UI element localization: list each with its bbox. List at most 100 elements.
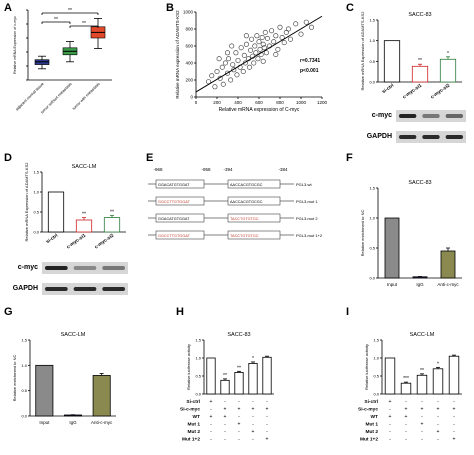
e-construct-name: PGL3-wt: [296, 182, 312, 187]
c-blot-band-cmyc: [399, 114, 417, 118]
i-bar: [416, 374, 428, 395]
h-table-cell: -: [238, 429, 240, 435]
c-bar: [383, 40, 401, 83]
b-scatter-point: [248, 47, 254, 53]
d-sig-label: **: [110, 210, 114, 216]
b-y-label: Relative mRNA expression of ADAMTS-KS2: [175, 10, 180, 99]
i-table-cell: +: [453, 407, 456, 413]
c-x-tick-label: c-myc-si1: [402, 83, 424, 101]
d-blot-band-gapdh: [73, 287, 97, 291]
c-blot-label-gapdh: GAPDH: [367, 133, 392, 140]
e-seq-2: TACCTGTGTGC: [230, 217, 259, 221]
d-y-tick-label: 1.5: [33, 170, 39, 175]
c-y-tick-label: 1.5: [369, 18, 375, 23]
c-y-tick-label: 1.0: [369, 38, 375, 43]
b-x-tick-label: 200: [213, 100, 221, 105]
i-table-cell: -: [437, 437, 439, 443]
panel-label-a: A: [4, 2, 12, 14]
b-x-tick-label: 1200: [317, 100, 328, 105]
h-table-cell: -: [210, 422, 212, 428]
b-scatter-point: [209, 73, 215, 79]
a-x-tick-label: tumor with metastasis: [72, 82, 101, 111]
h-table-cell: -: [266, 414, 268, 420]
b-scatter-point: [285, 26, 291, 32]
i-table-cell: -: [389, 429, 391, 435]
h-table-cell: -: [252, 399, 254, 405]
b-scatter-point: [260, 41, 266, 47]
a-y-label: Relative mRNA Expression of c-myc: [13, 16, 17, 74]
g-bar: [35, 364, 54, 417]
b-scatter-point: [251, 60, 257, 66]
h-table-cell: -: [252, 437, 254, 443]
b-scatter-point: [216, 56, 222, 62]
g-y-tick-label: 1.5: [21, 338, 27, 343]
b-scatter-point: [269, 28, 275, 34]
f-x-tick-label: IgG: [416, 282, 424, 287]
d-bar: [47, 191, 65, 233]
i-table-row-label: Si-c-myc: [358, 407, 378, 413]
i-y-label: Relative luciferase activity: [364, 344, 369, 390]
f-y-tick-label: 0.0: [369, 276, 375, 281]
c-blot-label-cmyc: c-myc: [372, 112, 392, 119]
c-title: SACC-83: [408, 12, 431, 18]
b-x-tick-label: 1000: [296, 100, 307, 105]
i-table-cell: -: [437, 414, 439, 420]
c-x-tick-label: si-ctrl: [381, 83, 395, 95]
i-table-cell: -: [453, 414, 455, 420]
b-scatter-point: [249, 36, 255, 42]
i-table-cell: +: [405, 414, 408, 420]
g-title: SACC-LM: [61, 332, 86, 338]
c-sig-label: *: [447, 51, 449, 57]
b-scatter-point: [256, 39, 262, 45]
e-seq-1: GGACATGTGGAT: [158, 217, 190, 221]
d-x-tick-label: c-myc-si2: [94, 233, 116, 251]
i-table-cell: -: [437, 399, 439, 405]
i-table-cell: +: [437, 407, 440, 413]
e-position-label: -958: [201, 167, 211, 172]
c-sig-label: **: [418, 58, 422, 64]
h-sig-label: **: [237, 365, 241, 371]
c-blot-band-cmyc: [445, 114, 463, 118]
c-y-tick-label: 0.0: [369, 80, 375, 85]
b-x-tick-label: 0: [195, 100, 198, 105]
i-table-cell: -: [453, 399, 455, 405]
i-table-cell: -: [405, 429, 407, 435]
i-bar: [384, 357, 396, 395]
c-blot-band-gapdh: [445, 135, 463, 139]
h-table-cell: +: [266, 437, 269, 443]
b-scatter-point: [273, 51, 279, 57]
f-y-tick-label: 1.0: [369, 216, 375, 221]
h-y-tick-label: 1.5: [195, 338, 201, 343]
h-table-row-label: Si-ctrl: [186, 399, 200, 405]
g-bar: [92, 375, 111, 417]
c-y-label: Relative mRNA Expression of ADAMTS-KS2: [360, 11, 365, 91]
b-fit-line: [195, 15, 323, 93]
b-annotation-r: r=0.7341: [300, 58, 320, 64]
h-y-label: Relative luciferase activity: [186, 344, 191, 390]
f-bar: [384, 217, 400, 279]
i-table-cell: -: [421, 429, 423, 435]
h-table-cell: +: [252, 429, 255, 435]
b-x-label: Relative mRNA expression of C-myc: [219, 107, 300, 113]
g-y-tick-label: 1.0: [21, 363, 27, 368]
i-table-cell: -: [389, 422, 391, 428]
d-blot-label-gapdh: GAPDH: [13, 285, 38, 292]
b-scatter-point: [259, 34, 265, 40]
h-table-cell: +: [210, 399, 213, 405]
h-table-cell: -: [238, 399, 240, 405]
h-sig-label: *: [252, 356, 254, 362]
i-y-tick-label: 0.0: [373, 392, 379, 397]
h-table-cell: +: [224, 414, 227, 420]
b-scatter-point: [229, 43, 235, 49]
b-scatter-point: [225, 50, 231, 56]
h-y-tick-label: 0.5: [195, 374, 201, 379]
b-scatter-point: [308, 24, 314, 30]
e-position-label: -394: [223, 167, 233, 172]
g-x-tick-label: Input: [39, 420, 50, 425]
e-site-box-1: [155, 213, 205, 223]
i-table-cell: -: [437, 422, 439, 428]
i-table-cell: -: [453, 429, 455, 435]
i-table-row-label: WT: [371, 414, 379, 420]
d-sig-label: **: [82, 212, 86, 218]
i-table-row-label: Mut 2: [365, 429, 378, 435]
